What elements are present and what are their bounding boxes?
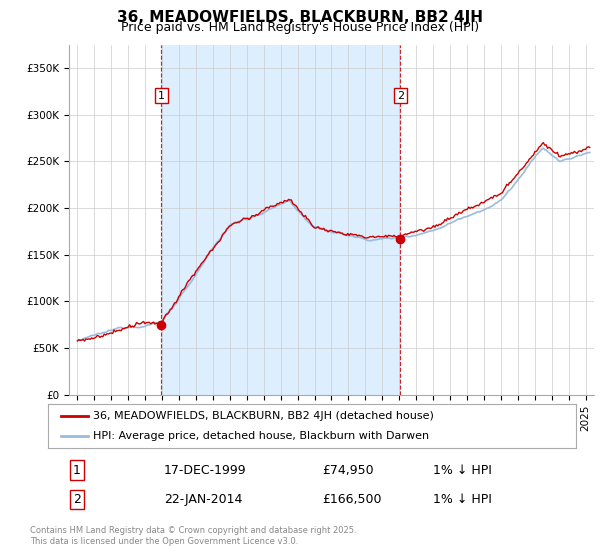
Text: HPI: Average price, detached house, Blackburn with Darwen: HPI: Average price, detached house, Blac… <box>93 431 429 441</box>
Text: 22-JAN-2014: 22-JAN-2014 <box>164 493 242 506</box>
Text: 36, MEADOWFIELDS, BLACKBURN, BB2 4JH (detached house): 36, MEADOWFIELDS, BLACKBURN, BB2 4JH (de… <box>93 411 434 421</box>
Text: 1: 1 <box>158 91 165 101</box>
Text: Price paid vs. HM Land Registry's House Price Index (HPI): Price paid vs. HM Land Registry's House … <box>121 21 479 34</box>
Text: 36, MEADOWFIELDS, BLACKBURN, BB2 4JH: 36, MEADOWFIELDS, BLACKBURN, BB2 4JH <box>117 10 483 25</box>
Text: 1% ↓ HPI: 1% ↓ HPI <box>433 493 493 506</box>
Text: 2: 2 <box>397 91 404 101</box>
Text: £166,500: £166,500 <box>323 493 382 506</box>
Text: 17-DEC-1999: 17-DEC-1999 <box>164 464 247 477</box>
Text: 1: 1 <box>73 464 81 477</box>
Text: 1% ↓ HPI: 1% ↓ HPI <box>433 464 493 477</box>
Bar <box>161 45 400 395</box>
Text: 2: 2 <box>73 493 81 506</box>
Text: £74,950: £74,950 <box>323 464 374 477</box>
Text: Contains HM Land Registry data © Crown copyright and database right 2025.
This d: Contains HM Land Registry data © Crown c… <box>30 526 356 546</box>
